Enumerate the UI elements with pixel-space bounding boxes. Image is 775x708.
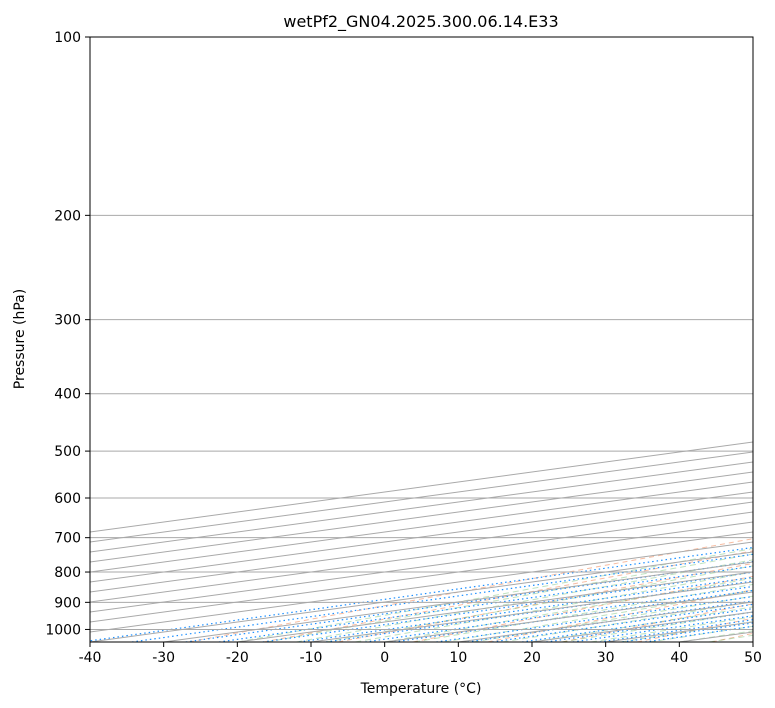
x-tick-label: -10: [300, 650, 323, 666]
moist-adiabat: [473, 595, 753, 642]
y-tick-label: 500: [54, 444, 81, 460]
isotherm: [605, 621, 753, 642]
isotherm: [90, 481, 753, 573]
y-tick-label: 1000: [45, 622, 81, 638]
isotherm: [90, 501, 753, 593]
moist-adiabat: [384, 577, 753, 642]
y-axis-ticks: 100 200 300 400 500 600 700 800 900 1000: [45, 30, 90, 638]
dry-adiabat: [487, 589, 753, 642]
background-lines: [90, 538, 753, 642]
moist-adiabat: [266, 553, 753, 642]
mixing-ratio-line: [599, 619, 753, 642]
mixing-ratio-line: [131, 553, 753, 642]
moist-adiabat: [325, 565, 753, 642]
dry-adiabat: [562, 603, 753, 642]
isotherm: [90, 531, 753, 623]
plot-frame: [89, 36, 754, 643]
x-tick-label: 40: [670, 650, 688, 666]
isotherm: [90, 491, 753, 583]
x-tick-label: 10: [449, 650, 467, 666]
y-tick-label: 700: [54, 531, 81, 547]
isotherm: [90, 541, 753, 633]
moist-adiabat: [414, 583, 753, 642]
dry-adiabat: [263, 550, 753, 642]
y-axis-label: Pressure (hPa): [12, 289, 28, 389]
chart-title: wetPf2_GN04.2025.300.06.14.E33: [283, 12, 558, 32]
y-tick-label: 200: [54, 208, 81, 224]
isotherm: [90, 451, 753, 543]
isotherm: [531, 611, 753, 642]
dry-adiabat: [636, 617, 753, 642]
moist-adiabat: [502, 601, 753, 642]
dry-adiabat: [711, 632, 753, 642]
isotherm: [310, 581, 753, 642]
isotherm: [90, 511, 753, 603]
mixing-ratio-line: [299, 576, 753, 642]
isotherm: [679, 631, 753, 642]
x-tick-label: -20: [226, 650, 249, 666]
mixing-ratio-line: [218, 565, 753, 642]
isotherm: [90, 521, 753, 613]
y-tick-label: 400: [54, 387, 81, 403]
moist-adiabat: [296, 559, 753, 642]
dry-adiabat: [338, 562, 753, 642]
y-tick-label: 300: [54, 313, 81, 329]
x-axis-ticks: -40 -30 -20 -10 0 10 20 30 40 50: [79, 642, 762, 666]
x-tick-label: -30: [152, 650, 175, 666]
y-tick-label: 900: [54, 595, 81, 611]
x-tick-label: 0: [380, 650, 389, 666]
x-tick-label: 20: [523, 650, 541, 666]
x-tick-label: 50: [744, 650, 762, 666]
y-tick-label: 800: [54, 565, 81, 581]
y-tick-label: 100: [54, 30, 81, 46]
isotherm: [90, 461, 753, 553]
mixing-ratio-line: [262, 571, 753, 642]
isotherm: [458, 601, 753, 642]
mixing-ratio-line: [185, 561, 753, 642]
isotherm: [752, 641, 753, 642]
x-tick-label: 30: [597, 650, 615, 666]
isotherm: [384, 591, 753, 642]
dry-adiabat: [412, 575, 753, 642]
y-tick-label: 600: [54, 491, 81, 507]
grid-lines: [90, 37, 753, 642]
isotherm: [90, 551, 753, 642]
moist-adiabat: [531, 606, 753, 642]
isotherm: [90, 471, 753, 563]
moist-adiabat: [649, 625, 753, 642]
moist-adiabat: [708, 634, 753, 642]
x-tick-label: -40: [79, 650, 102, 666]
x-axis-label: Temperature (°C): [360, 681, 482, 697]
moist-adiabat: [561, 611, 753, 642]
moist-adiabat: [679, 630, 753, 642]
